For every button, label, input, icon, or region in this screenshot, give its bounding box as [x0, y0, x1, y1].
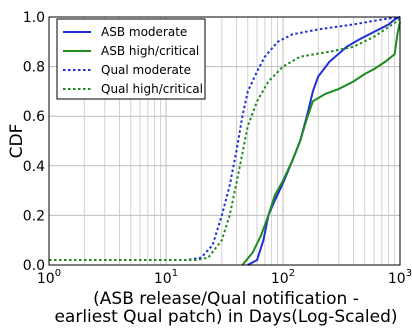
- y-tick-label: 0.4: [23, 159, 45, 175]
- x-axis-label-line-1: (ASB release/Qual notification -: [93, 289, 359, 309]
- x-tick-exponent: 0: [55, 268, 61, 279]
- x-tick-exponent: 2: [289, 268, 295, 279]
- x-tick-labels: 100 101 102 103: [37, 268, 412, 287]
- x-tick-base: 10: [271, 271, 289, 287]
- y-tick-label: 0.0: [23, 258, 45, 274]
- x-tick-label: 102: [271, 268, 295, 287]
- y-tick-label: 0.6: [23, 109, 45, 125]
- x-tick-base: 10: [154, 271, 172, 287]
- x-tick-base: 10: [388, 271, 406, 287]
- legend-label-1: ASB moderate: [101, 25, 187, 39]
- legend-label-4: Qual high/critical: [101, 82, 203, 96]
- legend-label-3: Qual moderate: [101, 63, 191, 77]
- y-tick-label: 1.0: [23, 10, 45, 26]
- legend-label-2: ASB high/critical: [101, 44, 199, 58]
- y-tick-label: 0.2: [23, 208, 45, 224]
- x-tick-label: 103: [388, 268, 412, 287]
- x-tick-exponent: 1: [172, 268, 178, 279]
- y-tick-label: 0.8: [23, 60, 45, 76]
- x-tick-label: 101: [154, 268, 178, 287]
- y-axis-label: CDF: [7, 124, 27, 159]
- legend: ASB moderate ASB high/critical Qual modera…: [57, 19, 205, 99]
- x-tick-exponent: 3: [406, 268, 412, 279]
- x-axis-label-line-2: earliest Qual patch) in Days(Log-Scaled): [54, 307, 397, 327]
